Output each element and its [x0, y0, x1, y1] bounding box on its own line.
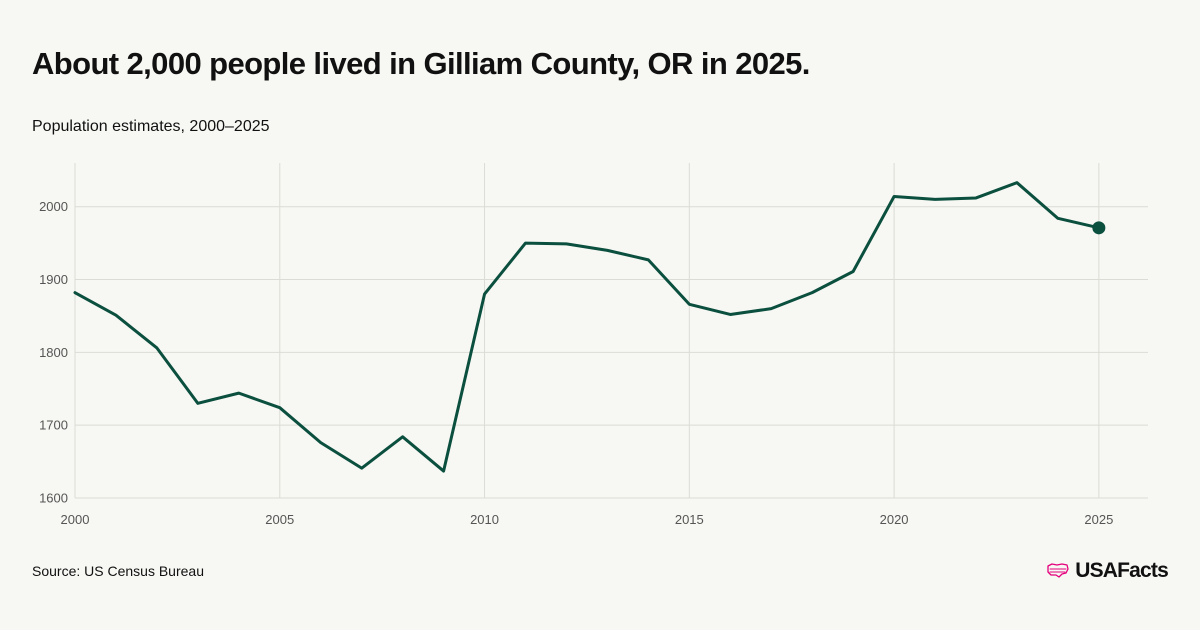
chart-subtitle: Population estimates, 2000–2025	[32, 118, 270, 135]
latest-data-point	[1092, 221, 1106, 235]
us-map-icon	[1047, 563, 1069, 578]
x-tick-label: 2000	[61, 512, 90, 527]
x-tick-label: 2025	[1084, 512, 1113, 527]
y-axis-tick-labels: 1600 1700 1800 1900 2000	[39, 199, 68, 505]
y-tick-label: 1900	[39, 272, 68, 287]
population-line	[73, 181, 1101, 473]
series-group	[73, 181, 1106, 473]
source-note: Source: US Census Bureau	[32, 563, 204, 579]
x-tick-label: 2015	[675, 512, 704, 527]
logo-text: USAFacts	[1075, 559, 1169, 582]
chart-title: About 2,000 people lived in Gilliam Coun…	[32, 46, 810, 81]
x-axis-tick-labels: 2000 2005 2010 2015 2020 2025	[61, 512, 1114, 527]
y-gridlines	[75, 206, 1148, 499]
y-tick-label: 1600	[39, 491, 68, 506]
x-gridlines	[74, 163, 1100, 498]
x-tick-label: 2010	[470, 512, 499, 527]
usafacts-logo: USAFacts	[1046, 559, 1169, 583]
line-chart: 2000 2005 2010 2015 2020 2025 1600 1700 1800 190…	[39, 163, 1148, 527]
y-tick-label: 1700	[39, 418, 68, 433]
y-tick-label: 1800	[39, 345, 68, 360]
y-tick-label: 2000	[39, 199, 68, 214]
x-tick-label: 2005	[265, 512, 294, 527]
x-tick-label: 2020	[880, 512, 909, 527]
